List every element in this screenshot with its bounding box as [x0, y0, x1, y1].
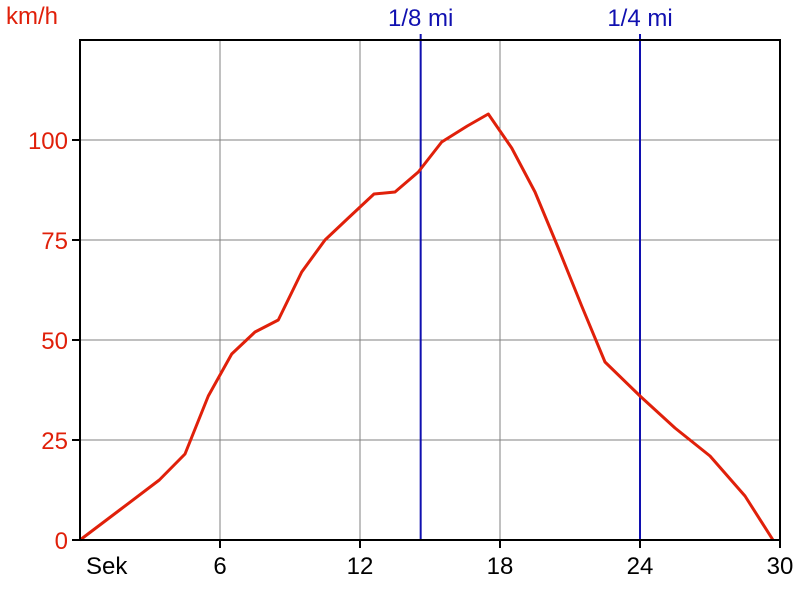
x-tick-label: 30 [767, 553, 794, 580]
plot-frame [79, 39, 781, 541]
x-tick-label: 12 [347, 553, 374, 580]
x-axis-unit-label: Sek [86, 553, 128, 580]
y-tick-label: 25 [41, 428, 68, 455]
y-axis-unit-label: km/h [6, 3, 58, 30]
distance-marker-label: 1/8 mi [388, 5, 453, 32]
axis-labels: km/h Sek 6 12 18 24 30 0 25 50 75 100 1/8 mi 1/4 mi [6, 3, 793, 580]
distance-markers [419, 34, 641, 540]
x-tick-label: 24 [627, 553, 654, 580]
distance-marker-label: 1/4 mi [607, 5, 672, 32]
y-tick-label: 100 [28, 128, 68, 155]
x-tick-label: 18 [487, 553, 514, 580]
x-tick-label: 6 [213, 553, 226, 580]
y-tick-label: 0 [55, 528, 68, 555]
y-tick-label: 75 [41, 228, 68, 255]
speed-series-line [79, 112, 775, 542]
y-tick-label: 50 [41, 328, 68, 355]
